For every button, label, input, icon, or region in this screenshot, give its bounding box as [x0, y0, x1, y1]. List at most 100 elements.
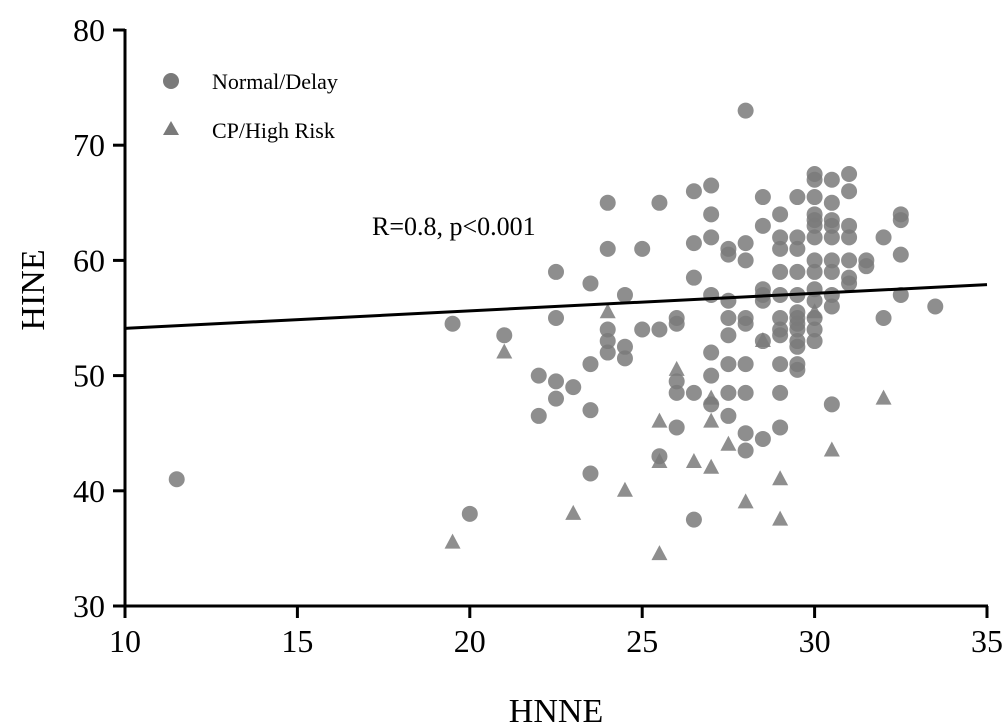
- x-tick-label: 15: [281, 623, 313, 659]
- data-point-normal-delay: [599, 240, 616, 257]
- data-point-normal-delay: [634, 240, 651, 257]
- data-point-cp-high-risk: [651, 545, 668, 561]
- data-point-normal-delay: [582, 275, 599, 292]
- data-point-normal-delay: [582, 402, 599, 419]
- data-point-cp-high-risk: [737, 493, 754, 509]
- data-point-normal-delay: [841, 217, 858, 234]
- data-point-normal-delay: [668, 373, 685, 390]
- data-point-normal-delay: [823, 263, 840, 280]
- data-point-normal-delay: [668, 384, 685, 401]
- data-point-normal-delay: [685, 269, 702, 286]
- data-point-normal-delay: [875, 310, 892, 326]
- data-point-normal-delay: [841, 229, 858, 246]
- data-point-normal-delay: [461, 505, 478, 522]
- data-point-normal-delay: [806, 229, 823, 246]
- data-point-normal-delay: [720, 384, 737, 401]
- data-point-normal-delay: [737, 425, 754, 442]
- regression-line: [124, 283, 988, 330]
- data-point-normal-delay: [772, 356, 789, 373]
- data-point-normal-delay: [668, 315, 685, 332]
- data-point-cp-high-risk: [616, 481, 633, 497]
- data-point-normal-delay: [530, 367, 547, 384]
- data-point-normal-delay: [823, 396, 840, 413]
- data-point-normal-delay: [823, 171, 840, 188]
- legend: Normal/Delay CP/High Risk: [163, 69, 338, 143]
- data-point-normal-delay: [582, 465, 599, 482]
- data-point-normal-delay: [772, 419, 789, 436]
- data-point-normal-delay: [754, 189, 771, 206]
- data-point-normal-delay: [892, 246, 909, 263]
- data-point-cp-high-risk: [772, 470, 789, 486]
- data-point-cp-high-risk: [668, 360, 685, 376]
- data-point-normal-delay: [685, 384, 702, 401]
- data-point-normal-delay: [548, 263, 564, 280]
- data-point-normal-delay: [772, 384, 789, 401]
- y-tick-label: 30: [73, 588, 105, 624]
- data-point-normal-delay: [789, 189, 806, 206]
- data-point-normal-delay: [806, 189, 823, 206]
- data-point-cp-high-risk: [599, 303, 616, 319]
- data-point-normal-delay: [892, 286, 909, 303]
- data-point-normal-delay: [772, 229, 789, 246]
- x-tick-label: 10: [109, 623, 141, 659]
- data-point-normal-delay: [789, 263, 806, 280]
- data-point-cp-high-risk: [703, 389, 720, 405]
- data-point-normal-delay: [823, 298, 840, 315]
- annotation-text: R=0.8, p<0.001: [372, 212, 536, 241]
- data-point-normal-delay: [599, 333, 616, 350]
- data-point-normal-delay: [823, 229, 840, 246]
- data-point-normal-delay: [720, 246, 737, 263]
- data-point-normal-delay: [772, 263, 789, 280]
- data-point-cp-high-risk: [875, 389, 892, 405]
- data-point-normal-delay: [772, 310, 789, 326]
- x-tick-label: 35: [971, 623, 1003, 659]
- y-tick-label: 70: [73, 127, 105, 163]
- data-point-normal-delay: [806, 292, 823, 309]
- data-point-normal-delay: [530, 407, 547, 424]
- data-point-normal-delay: [806, 252, 823, 269]
- x-tick-label: 25: [626, 623, 658, 659]
- legend-marker-triangle: [163, 121, 179, 135]
- data-point-normal-delay: [720, 407, 737, 424]
- data-point-normal-delay: [685, 235, 702, 252]
- data-point-cp-high-risk: [703, 412, 720, 428]
- data-point-normal-delay: [841, 252, 858, 269]
- data-point-cp-high-risk: [496, 343, 513, 359]
- data-point-normal-delay: [737, 315, 754, 332]
- data-point-normal-delay: [599, 194, 616, 211]
- data-point-normal-delay: [737, 235, 754, 252]
- data-point-normal-delay: [875, 229, 892, 246]
- data-point-normal-delay: [789, 361, 806, 378]
- data-point-normal-delay: [737, 252, 754, 269]
- data-point-normal-delay: [892, 212, 909, 229]
- data-point-normal-delay: [496, 327, 513, 344]
- data-point-normal-delay: [720, 356, 737, 373]
- data-point-normal-delay: [651, 194, 668, 211]
- data-point-normal-delay: [789, 229, 806, 246]
- y-tick-label: 80: [73, 12, 105, 48]
- data-point-normal-delay: [806, 321, 823, 338]
- x-tick-label: 20: [454, 623, 486, 659]
- data-point-normal-delay: [703, 206, 720, 223]
- data-point-normal-delay: [806, 263, 823, 280]
- data-point-cp-high-risk: [444, 533, 461, 549]
- data-point-normal-delay: [703, 367, 720, 384]
- data-point-normal-delay: [720, 310, 737, 326]
- data-point-normal-delay: [737, 384, 754, 401]
- data-point-normal-delay: [616, 350, 633, 367]
- data-point-normal-delay: [616, 338, 633, 355]
- data-point-normal-delay: [754, 430, 771, 447]
- data-point-normal-delay: [789, 338, 806, 355]
- data-point-cp-high-risk: [720, 435, 737, 451]
- data-point-cp-high-risk: [772, 510, 789, 526]
- data-point-normal-delay: [841, 275, 858, 292]
- data-point-normal-delay: [582, 356, 599, 373]
- data-point-cp-high-risk: [685, 453, 702, 468]
- data-point-normal-delay: [444, 315, 461, 332]
- data-point-normal-delay: [703, 229, 720, 246]
- data-point-normal-delay: [823, 217, 840, 234]
- y-axis-title: HINE: [15, 249, 52, 330]
- x-axis-title: HNNE: [509, 693, 603, 723]
- legend-marker-circle: [163, 73, 179, 89]
